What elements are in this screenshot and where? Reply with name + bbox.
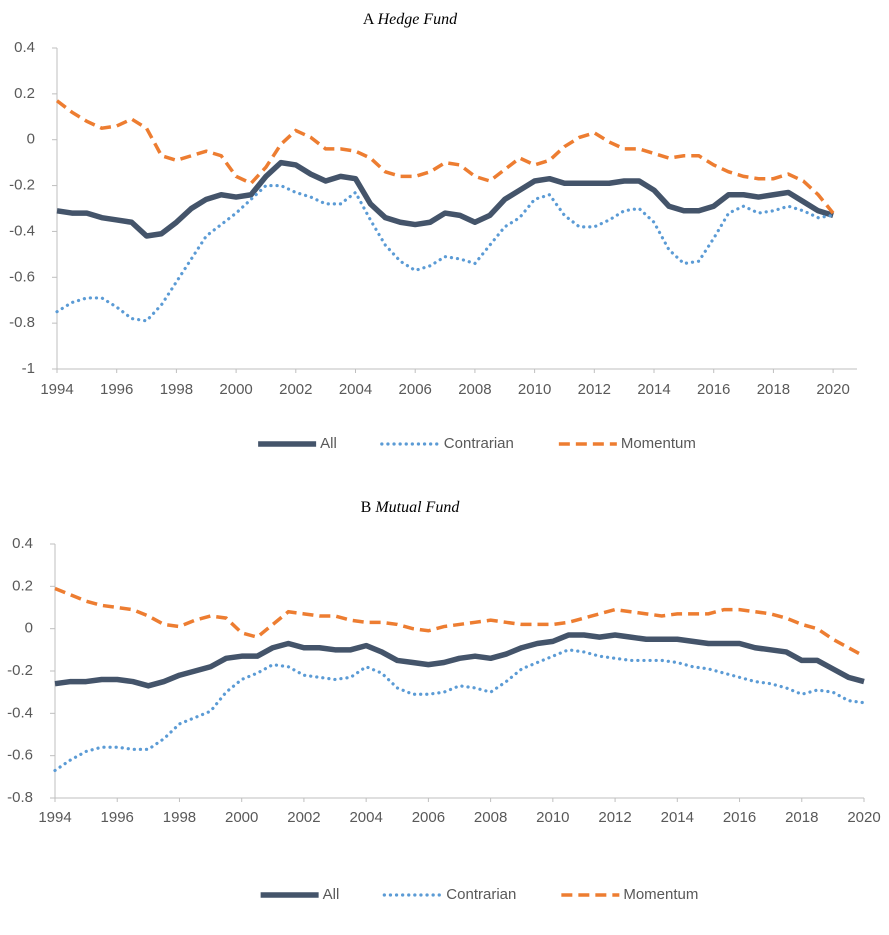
x-tick-label: 1996 [101, 809, 134, 826]
x-tick-label: 2016 [697, 381, 730, 398]
x-tick-label: 1994 [40, 381, 73, 398]
x-tick-label: 2004 [339, 381, 372, 398]
y-tick-label: -0.6 [9, 268, 35, 285]
y-tick-label: 0.4 [12, 535, 33, 552]
x-tick-label: 2014 [661, 809, 694, 826]
plot: 0.4 0.2 0 -0.2 -0.4 -0.6 -0.8 -1 1994 1996 1998 200… [9, 39, 857, 398]
x-tick-label: 2002 [287, 809, 320, 826]
y-tick-label: 0.2 [12, 577, 33, 594]
x-tick-label: 2010 [518, 381, 551, 398]
x-tick-label: 2008 [474, 809, 507, 826]
x-tick-label: 2020 [847, 809, 880, 826]
x-tick-label: 2018 [757, 381, 790, 398]
y-tick-label: -0.2 [7, 662, 33, 679]
legend: All Contrarian Momentum [258, 435, 696, 452]
legend-label: Momentum [621, 435, 696, 452]
title-text: Hedge Fund [377, 11, 459, 28]
plot: 0.4 0.2 0 -0.2 -0.4 -0.6 -0.8 1994 1996 1998 2000 2… [7, 535, 881, 826]
x-tick-label: 2006 [399, 381, 432, 398]
series-line [54, 632, 865, 689]
x-tick-label: 2000 [225, 809, 258, 826]
x-tick-label: 2000 [219, 381, 252, 398]
y-tick-label: 0.4 [14, 39, 35, 56]
y-tick-label: -0.6 [7, 747, 33, 764]
legend: All Contrarian Momentum [260, 886, 698, 903]
panel-label: A [363, 11, 375, 28]
title-text: Mutual Fund [374, 499, 460, 516]
legend-label: Momentum [623, 886, 698, 903]
y-tick-label: 0 [27, 131, 35, 148]
y-tick-label: -0.4 [7, 704, 33, 721]
x-tick-label: 2014 [637, 381, 670, 398]
x-tick-label: 2012 [598, 809, 631, 826]
series-line [53, 648, 866, 773]
x-tick-label: 2004 [349, 809, 382, 826]
y-tick-label: -0.4 [9, 222, 35, 239]
x-tick-label: 2018 [785, 809, 818, 826]
y-tick-label: 0.2 [14, 85, 35, 102]
y-tick-label: -1 [22, 360, 35, 377]
y-tick-label: -0.8 [7, 789, 33, 806]
legend-label: All [323, 886, 340, 903]
y-tick-label: -0.8 [9, 314, 35, 331]
x-tick-label: 2008 [458, 381, 491, 398]
x-tick-label: 1998 [163, 809, 196, 826]
legend-label: Contrarian [444, 435, 514, 452]
x-tick-label: 1998 [160, 381, 193, 398]
panel-label: B [361, 499, 372, 516]
series-line [54, 586, 865, 658]
legend-label: All [320, 435, 337, 452]
x-tick-label: 2012 [578, 381, 611, 398]
x-tick-label: 2006 [412, 809, 445, 826]
x-tick-label: 2016 [723, 809, 756, 826]
y-tick-label: 0 [25, 620, 33, 637]
x-tick-label: 2002 [279, 381, 312, 398]
series-line [56, 159, 834, 239]
y-tick-label: -0.2 [9, 177, 35, 194]
series-line [55, 183, 835, 323]
x-tick-label: 2020 [816, 381, 849, 398]
series-line [55, 99, 835, 215]
chart-title: A Hedge Fund [363, 11, 458, 28]
x-tick-label: 2010 [536, 809, 569, 826]
chart-title: B Mutual Fund [361, 499, 461, 516]
x-tick-label: 1996 [100, 381, 133, 398]
legend-label: Contrarian [446, 886, 516, 903]
x-tick-label: 1994 [38, 809, 71, 826]
